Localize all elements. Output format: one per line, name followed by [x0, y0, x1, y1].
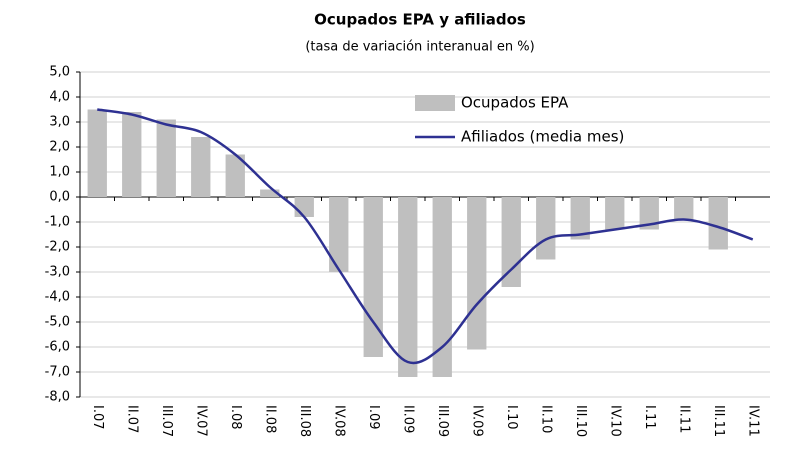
bar — [674, 197, 694, 220]
x-tick-label: II.10 — [538, 405, 553, 433]
y-tick-label: -3,0 — [45, 265, 70, 280]
x-tick-label: II.08 — [262, 405, 277, 433]
bar — [329, 197, 349, 272]
x-tick-label: IV.10 — [607, 405, 622, 437]
x-tick-label: II.11 — [676, 405, 691, 433]
bar — [122, 112, 142, 197]
y-tick-label: 3,0 — [49, 115, 70, 130]
bar — [467, 197, 487, 350]
y-tick-label: -7,0 — [45, 365, 70, 380]
bar — [536, 197, 556, 260]
bar — [570, 197, 590, 240]
y-tick-label: -1,0 — [45, 215, 70, 230]
y-tick-label: 0,0 — [49, 190, 70, 205]
x-tick-label: III.10 — [573, 405, 588, 437]
y-tick-label: -8,0 — [45, 390, 70, 405]
legend-swatch — [415, 95, 455, 111]
y-tick-label: -6,0 — [45, 340, 70, 355]
x-tick-label: III.08 — [297, 405, 312, 437]
bar — [156, 119, 176, 197]
x-tick-label: II.07 — [124, 405, 139, 433]
x-tick-label: IV.08 — [331, 405, 346, 437]
bar — [294, 197, 314, 217]
x-tick-label: III.11 — [711, 405, 726, 437]
bar — [639, 197, 659, 230]
bar — [501, 197, 521, 287]
bar — [605, 197, 625, 230]
x-tick-label: I.07 — [90, 405, 105, 430]
bar — [225, 154, 245, 197]
bar — [260, 189, 280, 197]
y-tick-label: 1,0 — [49, 165, 70, 180]
x-tick-label: I.09 — [366, 405, 381, 430]
y-tick-label: 2,0 — [49, 140, 70, 155]
y-tick-label: 4,0 — [49, 90, 70, 105]
legend-label: Afiliados (media mes) — [461, 128, 624, 146]
x-tick-label: I.10 — [504, 405, 519, 430]
x-tick-label: III.09 — [435, 405, 450, 437]
y-tick-label: -4,0 — [45, 290, 70, 305]
x-tick-label: I.11 — [642, 405, 657, 430]
y-tick-label: 5,0 — [49, 65, 70, 80]
x-tick-label: IV.07 — [193, 405, 208, 437]
bar — [191, 137, 211, 197]
bar — [398, 197, 418, 377]
x-tick-label: IV.11 — [745, 405, 760, 437]
x-tick-label: II.09 — [400, 405, 415, 433]
x-tick-label: III.07 — [159, 405, 174, 437]
bar — [708, 197, 728, 250]
line — [97, 108, 754, 365]
y-tick-label: -5,0 — [45, 315, 70, 330]
x-tick-label: I.08 — [228, 405, 243, 430]
y-tick-label: -2,0 — [45, 240, 70, 255]
bar — [87, 109, 107, 197]
legend-label: Ocupados EPA — [461, 94, 569, 112]
x-tick-label: IV.09 — [469, 405, 484, 437]
chart-subtitle: (tasa de variación interanual en %) — [305, 40, 534, 55]
chart-title: Ocupados EPA y afiliados — [314, 11, 526, 29]
bar — [432, 197, 452, 377]
